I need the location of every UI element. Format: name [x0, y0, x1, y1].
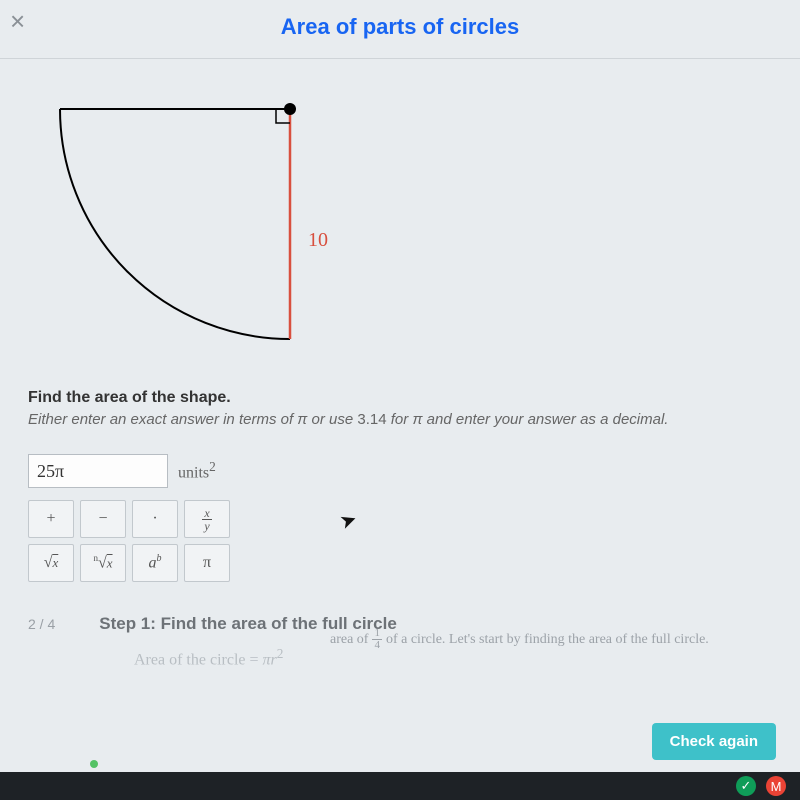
quarter-circle-figure — [40, 89, 320, 369]
page-title: Area of parts of circles — [281, 14, 519, 39]
radius-label: 10 — [308, 229, 328, 252]
key-power[interactable]: ab — [132, 544, 178, 582]
prompt-text: and enter your answer as a decimal. — [423, 411, 669, 428]
answer-row: units2 — [0, 438, 800, 496]
key-minus[interactable]: − — [80, 500, 126, 538]
key-nroot[interactable]: n√x — [80, 544, 126, 582]
key-plus[interactable]: + — [28, 500, 74, 538]
prompt-line-1: Find the area of the shape. — [28, 389, 772, 407]
key-dot[interactable]: · — [132, 500, 178, 538]
prompt-line-2: Either enter an exact answer in terms of… — [28, 411, 772, 428]
key-sqrt[interactable]: √x — [28, 544, 74, 582]
math-keypad: + − · xy √x n√x ab π — [0, 496, 800, 592]
hint-text: area of 1 4 of a circle. Let's start by … — [330, 628, 709, 651]
tray-icon-2[interactable]: M — [766, 776, 786, 796]
figure-canvas: 10 — [0, 59, 800, 389]
hint-fraction: 1 4 — [372, 628, 382, 651]
status-dot-icon — [90, 760, 98, 768]
answer-input[interactable] — [28, 454, 168, 488]
prompt-value: 3.14 — [357, 411, 386, 428]
prompt-text: Either enter an exact answer in terms of — [28, 411, 297, 428]
taskbar: ✓ M — [0, 772, 800, 800]
prompt-text: for — [387, 411, 413, 428]
step-counter: 2 / 4 — [28, 616, 55, 632]
pi-symbol: π — [412, 411, 422, 428]
units-label: units2 — [178, 459, 216, 482]
hint-suffix: of a circle. Let's start by finding the … — [386, 632, 709, 648]
close-icon[interactable]: × — [10, 8, 25, 34]
prompt-text: or use — [307, 411, 357, 428]
question-prompt: Find the area of the shape. Either enter… — [0, 389, 800, 438]
hint-frac-den: 4 — [372, 640, 382, 651]
tray-icon-1[interactable]: ✓ — [736, 776, 756, 796]
pi-symbol: π — [297, 411, 307, 428]
key-pi[interactable]: π — [184, 544, 230, 582]
page-header: Area of parts of circles — [0, 0, 800, 59]
key-fraction[interactable]: xy — [184, 500, 230, 538]
check-again-button[interactable]: Check again — [652, 723, 776, 760]
hint-prefix: area of — [330, 632, 368, 648]
